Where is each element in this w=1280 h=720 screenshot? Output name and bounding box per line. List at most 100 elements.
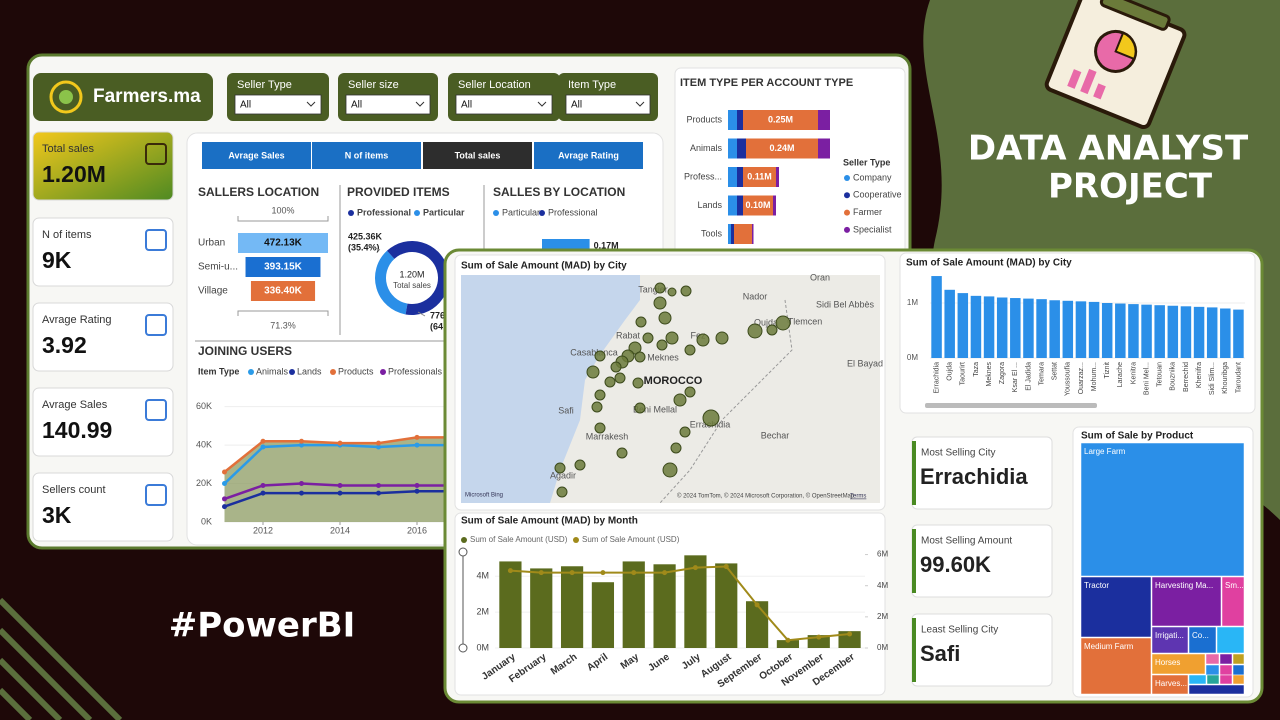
treemap-tile[interactable]: [1151, 626, 1189, 654]
map-bubble[interactable]: [667, 287, 677, 297]
legend-dot: [573, 537, 579, 543]
bar-segment: [731, 224, 734, 244]
section-title: SALLERS LOCATION: [198, 185, 319, 199]
slider-handle[interactable]: [458, 547, 468, 557]
map-bubble[interactable]: [673, 393, 687, 407]
map-bubble[interactable]: [684, 344, 696, 356]
kpi-label: Sellers count: [42, 484, 106, 496]
bar: [957, 293, 969, 358]
hashtag: #PowerBI: [169, 606, 356, 646]
bar: [970, 295, 982, 358]
map-bubble[interactable]: [662, 462, 678, 478]
map-bubble[interactable]: [715, 331, 729, 345]
y2-tick-label: 4M: [877, 581, 888, 590]
map-bubble[interactable]: [591, 401, 603, 413]
bar: [944, 289, 955, 358]
treemap-tile[interactable]: [1080, 576, 1152, 638]
x-tick-label: Tetouan: [1157, 362, 1164, 387]
map-bubble[interactable]: [679, 426, 691, 438]
point: [376, 490, 381, 496]
x-tick-label: Taza: [973, 362, 980, 377]
scrollbar[interactable]: [925, 403, 1097, 408]
legend-label: Animals: [256, 366, 289, 376]
map-bubble[interactable]: [594, 350, 606, 362]
dashboard-2: Sum of Sale Amount (MAD) by City Tangier O…: [443, 248, 1264, 704]
map-bubble[interactable]: [554, 462, 566, 474]
map-bubble[interactable]: [634, 402, 646, 414]
legend-dot: [348, 210, 354, 216]
treemap-tile[interactable]: [1151, 653, 1206, 675]
map-bubble[interactable]: [594, 422, 606, 434]
treemap-tile[interactable]: [1151, 674, 1189, 695]
treemap-tile[interactable]: [1151, 576, 1222, 627]
tab[interactable]: [534, 142, 643, 169]
map-bubble[interactable]: [610, 361, 622, 373]
treemap-tile[interactable]: [1080, 637, 1152, 695]
map-bubble[interactable]: [702, 409, 720, 427]
filter-label: Seller size: [348, 79, 399, 91]
point: [260, 438, 266, 444]
map-bubble[interactable]: [665, 331, 679, 345]
filter-label: Seller Type: [237, 79, 292, 91]
legend-dot: [289, 369, 295, 375]
map-bubble[interactable]: [616, 447, 628, 459]
map-bubble[interactable]: [656, 339, 668, 351]
tab[interactable]: [312, 142, 421, 169]
banner-title: PROJECT: [1048, 167, 1213, 207]
map-bubble[interactable]: [635, 316, 647, 328]
point: [692, 565, 698, 571]
map-bubble[interactable]: [680, 285, 692, 297]
bar-segment: [773, 195, 776, 216]
map-bubble[interactable]: [574, 459, 586, 471]
point: [662, 570, 668, 576]
map-bubble[interactable]: [696, 333, 710, 347]
map-bubble[interactable]: [634, 351, 646, 363]
map-bubble[interactable]: [594, 389, 606, 401]
tab[interactable]: [423, 142, 532, 169]
filter-dropdown[interactable]: [565, 94, 651, 115]
tile-label: Sm...: [1225, 581, 1244, 590]
slider-handle[interactable]: [458, 643, 468, 653]
filter-dropdown[interactable]: [234, 94, 322, 115]
treemap-tile[interactable]: [1221, 576, 1245, 627]
map-bubble[interactable]: [747, 323, 763, 339]
map-bubble[interactable]: [684, 386, 696, 398]
slice-label: 776: [430, 310, 445, 320]
tile-label: Horses: [1155, 658, 1180, 667]
map-bubble[interactable]: [556, 486, 568, 498]
map-bubble[interactable]: [654, 282, 666, 294]
point: [376, 482, 381, 488]
kpi-value: 9K: [42, 247, 72, 273]
point: [414, 442, 420, 448]
x-tick-label: Youssoufia: [1065, 362, 1072, 396]
kpi-label: Most Selling City: [921, 448, 995, 459]
map-bubble[interactable]: [586, 365, 600, 379]
tile-label: Large Farm: [1084, 447, 1126, 456]
filter-dropdown[interactable]: [455, 94, 553, 115]
map-bubble[interactable]: [632, 377, 644, 389]
map-bubble[interactable]: [642, 332, 654, 344]
x-tick-label: Zagora: [999, 362, 1006, 384]
place-label: Safi: [558, 405, 574, 415]
map-bubble[interactable]: [775, 315, 791, 331]
tab[interactable]: [202, 142, 311, 169]
bar-segment: [737, 138, 746, 159]
bar: [1088, 301, 1100, 358]
stripes: [0, 597, 123, 720]
map-bubble[interactable]: [653, 296, 667, 310]
map-bubble[interactable]: [658, 311, 672, 325]
x-tick-label: Temara: [1038, 362, 1045, 385]
tile-label: Harves...: [1155, 679, 1187, 688]
map-bubble[interactable]: [670, 442, 682, 454]
filter-dropdown[interactable]: [345, 94, 431, 115]
tab-label: Avrage Rating: [558, 150, 619, 160]
funnel-bottom-label: 71.3%: [270, 320, 296, 330]
bar-segment: [737, 195, 743, 216]
map-bubble[interactable]: [604, 376, 616, 388]
map-bubble[interactable]: [614, 372, 626, 384]
bar: [1167, 305, 1179, 358]
treemap-tile[interactable]: [1080, 442, 1245, 577]
map-bubble[interactable]: [766, 324, 778, 336]
treemap-tile[interactable]: [1188, 626, 1217, 654]
kpi-accent: [912, 529, 916, 593]
